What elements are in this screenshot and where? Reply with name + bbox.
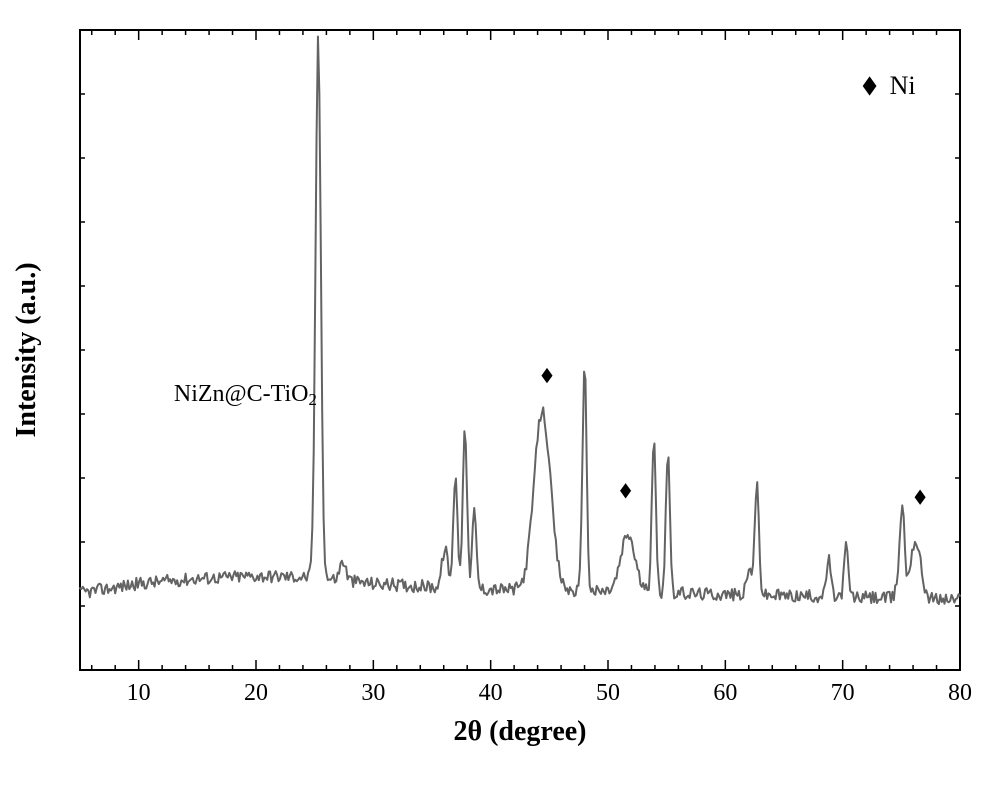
svg-text:2θ (degree): 2θ (degree) <box>453 716 586 747</box>
xrd-chart: 10 20 30 40 50 60 70 80 2θ (degree) Intensity (a.… <box>0 0 1000 789</box>
svg-text:Ni: Ni <box>890 71 916 100</box>
svg-text:50: 50 <box>596 680 620 706</box>
svg-text:20: 20 <box>244 680 268 706</box>
chart-svg: 10 20 30 40 50 60 70 80 2θ (degree) Intensity (a.… <box>0 0 1000 789</box>
svg-text:80: 80 <box>948 680 972 706</box>
svg-text:Intensity (a.u.): Intensity (a.u.) <box>11 262 42 437</box>
svg-text:40: 40 <box>479 680 503 706</box>
svg-text:30: 30 <box>361 680 385 706</box>
svg-text:10: 10 <box>127 680 151 706</box>
svg-text:60: 60 <box>713 680 737 706</box>
svg-text:70: 70 <box>831 680 855 706</box>
svg-text:NiZn@C-TiO2: NiZn@C-TiO2 <box>174 381 317 409</box>
